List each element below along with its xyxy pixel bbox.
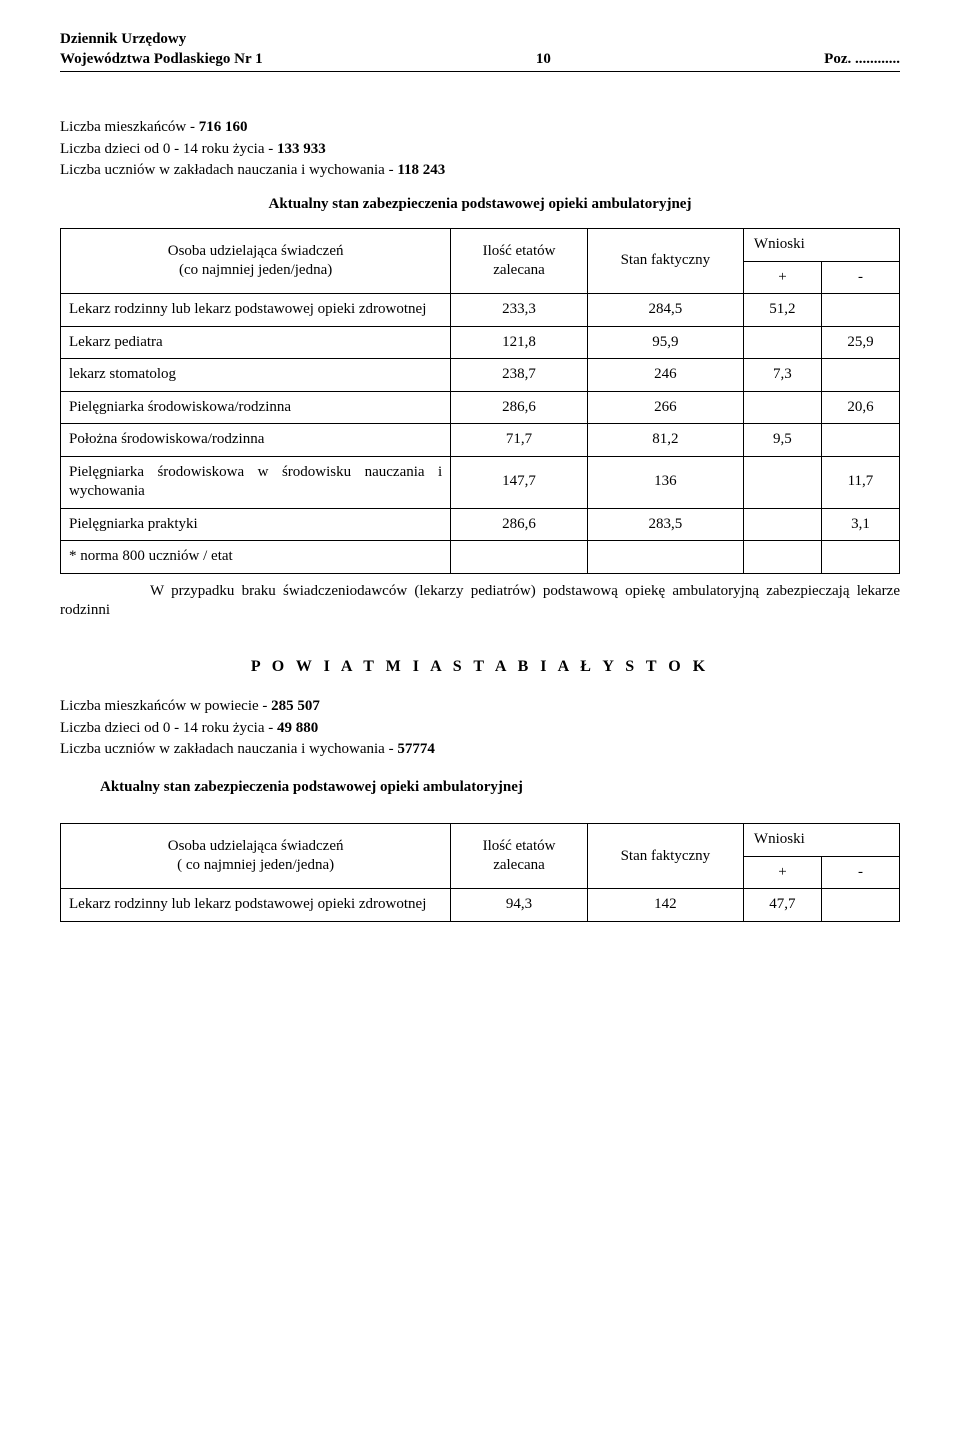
section1-stats: Liczba mieszkańców - 716 160 Liczba dzie… [60, 118, 900, 181]
table-row: Pielęgniarka praktyki 286,6 283,5 3,1 [61, 508, 900, 541]
cell-etat: 238,7 [451, 359, 588, 392]
cell-stan: 136 [587, 456, 743, 508]
students-value-2: 57774 [397, 741, 435, 757]
col-osoba-header: Osoba udzielająca świadczeń (co najmniej… [61, 229, 451, 294]
students-label: Liczba uczniów w zakładach nauczania i w… [60, 162, 394, 178]
cell-name: Lekarz pediatra [61, 326, 451, 359]
cell-etat: 286,6 [451, 391, 588, 424]
children-label: Liczba dzieci od 0 - 14 roku życia - [60, 141, 273, 157]
cell-plus [743, 541, 821, 574]
col-stan-header-2: Stan faktyczny [587, 824, 743, 889]
table-row: Pielęgniarka środowiskowa/rodzinna 286,6… [61, 391, 900, 424]
cell-etat [451, 541, 588, 574]
cell-plus [743, 326, 821, 359]
table-row: * norma 800 uczniów / etat [61, 541, 900, 574]
population-value-2: 285 507 [271, 698, 320, 714]
children-value: 133 933 [277, 141, 326, 157]
cell-plus [743, 456, 821, 508]
col-minus-header: - [821, 261, 899, 294]
position-number: Poz. ............ [824, 50, 900, 70]
cell-plus: 9,5 [743, 424, 821, 457]
children-value-2: 49 880 [277, 720, 318, 736]
children-label-2: Liczba dzieci od 0 - 14 roku życia - [60, 720, 273, 736]
col-osoba-header-2: Osoba udzielająca świadczeń ( co najmnie… [61, 824, 451, 889]
students-label-2: Liczba uczniów w zakładach nauczania i w… [60, 741, 394, 757]
col-etat-header: Ilość etatów zalecana [451, 229, 588, 294]
section1-footnote: W przypadku braku świadczeniodawców (lek… [60, 582, 900, 621]
journal-header: Dziennik Urzędowy Województwa Podlaskieg… [60, 30, 900, 69]
cell-etat: 147,7 [451, 456, 588, 508]
col-wnioski-header-2: Wnioski [743, 824, 899, 857]
cell-stan: 266 [587, 391, 743, 424]
cell-etat: 121,8 [451, 326, 588, 359]
cell-minus: 11,7 [821, 456, 899, 508]
cell-name: Pielęgniarka środowiskowa/rodzinna [61, 391, 451, 424]
section2-stats: Liczba mieszkańców w powiecie - 285 507 … [60, 697, 900, 760]
cell-plus: 7,3 [743, 359, 821, 392]
cell-stan: 284,5 [587, 294, 743, 327]
cell-stan: 81,2 [587, 424, 743, 457]
cell-stan: 142 [587, 889, 743, 922]
cell-name: lekarz stomatolog [61, 359, 451, 392]
population-value: 716 160 [199, 119, 248, 135]
cell-minus: 25,9 [821, 326, 899, 359]
section2-title: P O W I A T M I A S T A B I A Ł Y S T O … [60, 657, 900, 678]
col-etat-header-2: Ilość etatów zalecana [451, 824, 588, 889]
cell-stan: 246 [587, 359, 743, 392]
cell-name: Pielęgniarka praktyki [61, 508, 451, 541]
cell-minus: 3,1 [821, 508, 899, 541]
population-label-2: Liczba mieszkańców w powiecie - [60, 698, 267, 714]
cell-plus [743, 391, 821, 424]
cell-etat: 71,7 [451, 424, 588, 457]
cell-stan: 283,5 [587, 508, 743, 541]
cell-etat: 286,6 [451, 508, 588, 541]
journal-title-line2: Województwa Podlaskiego Nr 1 [60, 50, 263, 70]
cell-minus [821, 359, 899, 392]
cell-name: Położna środowiskowa/rodzinna [61, 424, 451, 457]
students-value: 118 243 [397, 162, 445, 178]
col-minus-header-2: - [821, 856, 899, 889]
page-number: 10 [536, 50, 551, 70]
header-divider [60, 71, 900, 72]
cell-plus: 51,2 [743, 294, 821, 327]
table-row: Lekarz pediatra 121,8 95,9 25,9 [61, 326, 900, 359]
table-row: Położna środowiskowa/rodzinna 71,7 81,2 … [61, 424, 900, 457]
col-plus-header-2: + [743, 856, 821, 889]
cell-minus [821, 541, 899, 574]
section1-title: Aktualny stan zabezpieczenia podstawowej… [60, 195, 900, 215]
cell-stan: 95,9 [587, 326, 743, 359]
cell-etat: 233,3 [451, 294, 588, 327]
cell-minus [821, 424, 899, 457]
cell-name: Lekarz rodzinny lub lekarz podstawowej o… [61, 889, 451, 922]
table-row: Lekarz rodzinny lub lekarz podstawowej o… [61, 889, 900, 922]
cell-plus: 47,7 [743, 889, 821, 922]
table-section2: Osoba udzielająca świadczeń ( co najmnie… [60, 823, 900, 922]
cell-name: Pielęgniarka środowiskowa w środowisku n… [61, 456, 451, 508]
cell-minus [821, 294, 899, 327]
cell-minus: 20,6 [821, 391, 899, 424]
table-row: lekarz stomatolog 238,7 246 7,3 [61, 359, 900, 392]
journal-title-line1: Dziennik Urzędowy [60, 30, 186, 50]
cell-name: * norma 800 uczniów / etat [61, 541, 451, 574]
col-stan-header: Stan faktyczny [587, 229, 743, 294]
col-wnioski-header: Wnioski [743, 229, 899, 262]
table-section1: Osoba udzielająca świadczeń (co najmniej… [60, 228, 900, 574]
table-row: Lekarz rodzinny lub lekarz podstawowej o… [61, 294, 900, 327]
cell-plus [743, 508, 821, 541]
table-row: Pielęgniarka środowiskowa w środowisku n… [61, 456, 900, 508]
cell-stan [587, 541, 743, 574]
section2-status-title: Aktualny stan zabezpieczenia podstawowej… [60, 778, 900, 798]
col-plus-header: + [743, 261, 821, 294]
cell-minus [821, 889, 899, 922]
population-label: Liczba mieszkańców - [60, 119, 195, 135]
cell-name: Lekarz rodzinny lub lekarz podstawowej o… [61, 294, 451, 327]
cell-etat: 94,3 [451, 889, 588, 922]
